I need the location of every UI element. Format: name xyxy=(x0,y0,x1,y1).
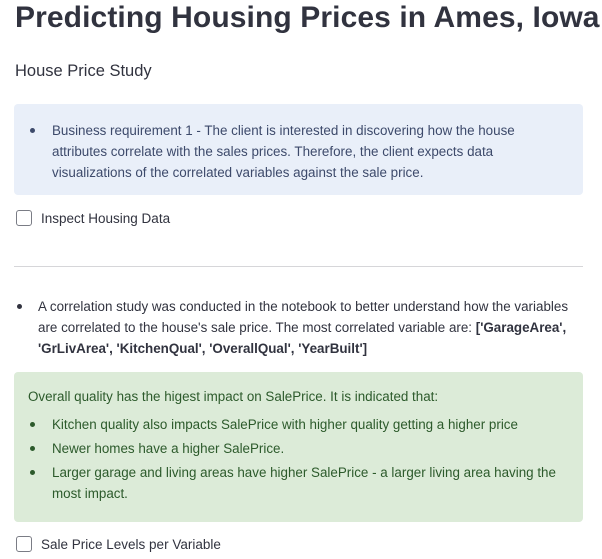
checkbox-label: Inspect Housing Data xyxy=(41,210,171,226)
success-bullet-text: Larger garage and living areas have high… xyxy=(52,465,556,501)
checkbox-unchecked-icon[interactable] xyxy=(16,536,32,552)
page-title: Predicting Housing Prices in Ames, Iowa xyxy=(15,1,600,34)
success-bullet-list: Kitchen quality also impacts SalePrice w… xyxy=(28,414,569,504)
success-bullet-text: Newer homes have a higher SalePrice. xyxy=(52,441,285,456)
info-bullet-list: Business requirement 1 - The client is i… xyxy=(30,120,569,183)
info-bullet-item: Business requirement 1 - The client is i… xyxy=(30,120,569,183)
correlated-variables: ['GarageArea', 'GrLivArea', 'KitchenQual… xyxy=(38,320,567,356)
bullet-dot-icon xyxy=(30,446,35,451)
page-subtitle: House Price Study xyxy=(15,62,152,80)
correlation-bullet: A correlation study was conducted in the… xyxy=(17,296,578,359)
correlation-text: A correlation study was conducted in the… xyxy=(38,299,569,335)
info-bullet-text: Business requirement 1 - The client is i… xyxy=(52,123,515,180)
bullet-dot-icon xyxy=(17,304,22,309)
bullet-dot-icon xyxy=(30,422,35,427)
section-divider xyxy=(14,266,583,267)
checkbox-label: Sale Price Levels per Variable xyxy=(41,536,221,552)
success-bullet-item: Newer homes have a higher SalePrice. xyxy=(30,438,569,459)
bullet-dot-icon xyxy=(30,128,35,133)
success-intro-text: Overall quality has the higest impact on… xyxy=(28,389,439,404)
success-bullet-item: Larger garage and living areas have high… xyxy=(30,462,569,504)
info-alert: Business requirement 1 - The client is i… xyxy=(14,104,583,195)
checkbox-unchecked-icon[interactable] xyxy=(16,210,32,226)
success-bullet-text: Kitchen quality also impacts SalePrice w… xyxy=(52,417,518,432)
success-alert: Overall quality has the higest impact on… xyxy=(14,372,583,522)
success-bullet-item: Kitchen quality also impacts SalePrice w… xyxy=(30,414,569,435)
bullet-dot-icon xyxy=(30,470,35,475)
inspect-housing-data-checkbox[interactable]: Inspect Housing Data xyxy=(16,210,170,226)
sale-price-levels-checkbox[interactable]: Sale Price Levels per Variable xyxy=(16,536,221,552)
